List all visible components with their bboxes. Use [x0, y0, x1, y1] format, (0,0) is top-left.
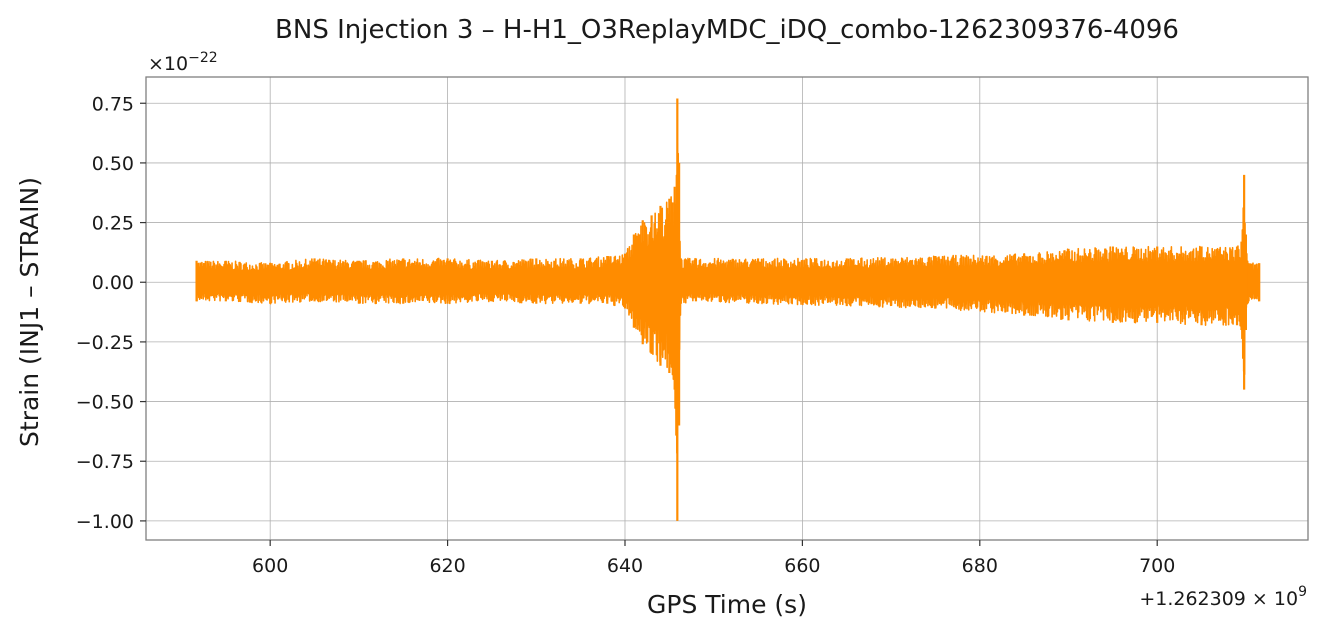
x-axis-label: GPS Time (s) [647, 590, 807, 619]
plot-frame [145, 76, 1309, 541]
x-tick-label: 600 [252, 555, 288, 577]
tick-layer: 600 620 640 660 680 700 0.75 0.50 0.25 0.00 −0.25 −… [76, 93, 1176, 577]
x-tick-label: 660 [784, 555, 820, 577]
y-axis-label: Strain (INJ1 – STRAIN) [15, 177, 44, 447]
strain-series-line [195, 142, 1261, 454]
y-tick-label: 0.50 [92, 153, 134, 175]
y-tick-label: −0.75 [76, 451, 134, 473]
x-tick-label: 680 [962, 555, 998, 577]
x-tick-label: 640 [607, 555, 643, 577]
y-tick-label: −1.00 [76, 511, 134, 533]
y-tick-label: 0.25 [92, 213, 134, 235]
plot-area [195, 98, 1261, 521]
y-tick-label: 0.00 [92, 272, 134, 294]
x-tick-label: 700 [1139, 555, 1175, 577]
x-offset-label: +1.262309 × 109 [1139, 584, 1307, 610]
y-scale-label: ×10−22 [148, 50, 218, 75]
x-tick-label: 620 [429, 555, 465, 577]
y-tick-label: −0.50 [76, 392, 134, 414]
y-tick-label: 0.75 [92, 93, 134, 115]
y-tick-label: −0.25 [76, 332, 134, 354]
chart-title: BNS Injection 3 – H-H1_O3ReplayMDC_iDQ_c… [275, 15, 1179, 45]
